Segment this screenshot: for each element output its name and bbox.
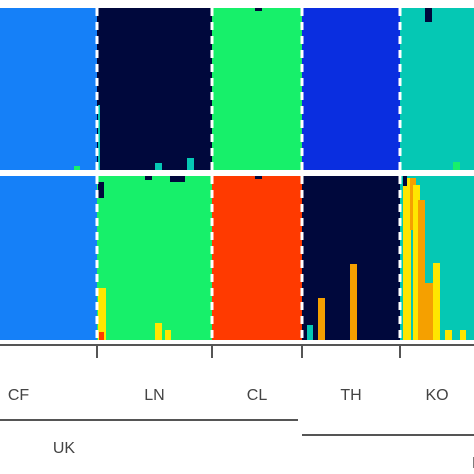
population-label-cf: CF: [8, 387, 30, 404]
admixture-sliver: [74, 166, 80, 170]
population-bar-cl: [212, 176, 302, 340]
panel-gap: [0, 170, 474, 176]
population-labels: CF LN CL TH KO: [8, 387, 449, 404]
admixture-sliver: [255, 8, 262, 11]
population-bar-ln: [97, 176, 212, 340]
population-bar-cf: [0, 176, 97, 340]
admixture-sliver: [155, 323, 162, 340]
admixture-sliver: [453, 162, 460, 170]
population-bar-ln: [97, 8, 212, 170]
population-label-th: TH: [340, 387, 361, 404]
admixture-sliver: [155, 163, 162, 170]
admixture-sliver: [425, 8, 432, 22]
population-bar-th: [302, 8, 400, 170]
admixture-sliver: [255, 176, 262, 179]
admixture-sliver: [318, 298, 325, 340]
admixture-sliver: [187, 158, 194, 170]
admixture-sliver: [307, 325, 313, 340]
population-bar-cf: [0, 8, 97, 170]
admixture-sliver: [425, 283, 433, 340]
population-label-ln: LN: [144, 387, 164, 404]
admixture-sliver: [403, 176, 407, 186]
admixture-sliver: [433, 263, 440, 340]
population-label-cl: CL: [247, 387, 268, 404]
admixture-sliver: [98, 105, 100, 170]
admixture-sliver: [418, 200, 425, 340]
group-label-uk: UK: [53, 440, 76, 457]
admixture-sliver: [413, 185, 420, 340]
admixture-sliver: [445, 330, 452, 340]
population-bar-ko: [400, 8, 474, 170]
admixture-sliver: [98, 182, 104, 198]
population-label-ko: KO: [425, 387, 448, 404]
admixture-sliver: [165, 330, 171, 340]
admixture-sliver: [403, 178, 411, 340]
admixture-sliver: [99, 332, 104, 340]
admixture-panel-2: [0, 176, 474, 340]
population-axis: [0, 344, 474, 358]
group-label-n: N: [472, 455, 474, 472]
admixture-panel-1: [0, 8, 474, 170]
admixture-sliver: [98, 288, 106, 340]
admixture-sliver: [170, 176, 185, 182]
admixture-sliver: [460, 330, 466, 340]
admixture-sliver: [350, 264, 357, 340]
group-brackets: UK N: [0, 419, 474, 472]
admixture-sliver: [145, 176, 152, 180]
population-bar-cl: [212, 8, 302, 170]
admixture-panels: [0, 8, 474, 340]
